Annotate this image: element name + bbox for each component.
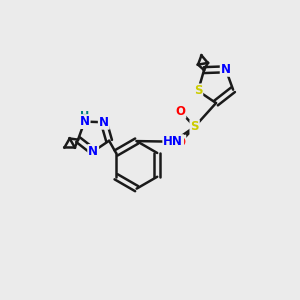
Text: O: O bbox=[176, 105, 185, 118]
Text: O: O bbox=[176, 136, 185, 149]
Text: S: S bbox=[190, 120, 199, 133]
Text: H: H bbox=[80, 111, 89, 121]
Text: S: S bbox=[194, 84, 202, 98]
Text: HN: HN bbox=[163, 135, 183, 148]
Text: N: N bbox=[88, 145, 98, 158]
Text: N: N bbox=[99, 116, 109, 129]
Text: N: N bbox=[221, 63, 231, 76]
Text: N: N bbox=[80, 115, 90, 128]
